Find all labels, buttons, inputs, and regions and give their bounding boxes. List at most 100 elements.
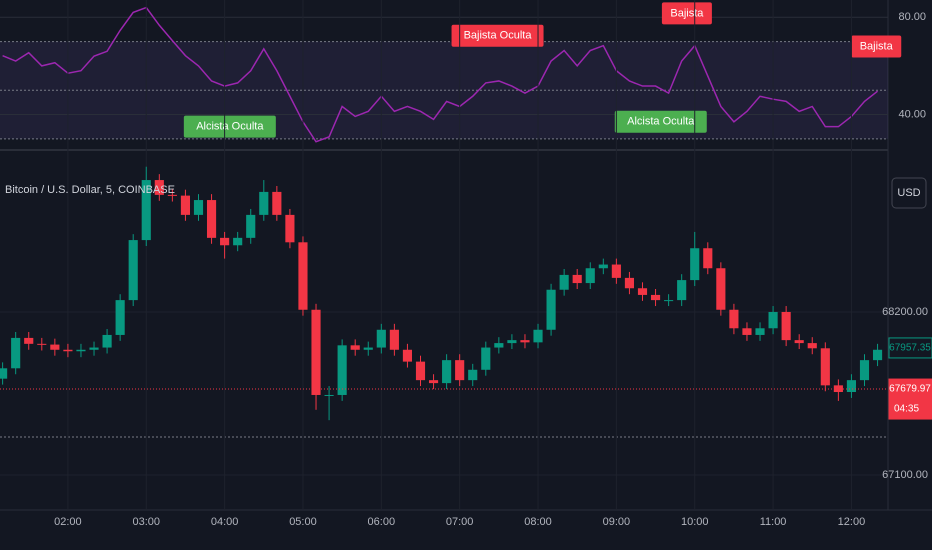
candle-body xyxy=(76,349,86,352)
candle-body xyxy=(220,237,230,246)
candle-body xyxy=(572,274,582,284)
price-label-box xyxy=(888,337,932,359)
x-tick-label: 11:00 xyxy=(760,516,787,528)
candle-body xyxy=(376,329,386,348)
candle-body xyxy=(11,337,21,369)
candle-body xyxy=(859,360,870,381)
candle-body xyxy=(285,214,295,243)
candle-body xyxy=(585,268,595,284)
candle-body xyxy=(350,345,360,350)
y-tick-label: 68200.00 xyxy=(882,306,928,318)
x-tick-label: 07:00 xyxy=(446,516,474,528)
candle-body xyxy=(311,309,321,395)
candle-body xyxy=(703,248,713,269)
divergence-label: Alcista Oculta xyxy=(627,116,695,128)
x-tick-label: 05:00 xyxy=(289,516,317,528)
candle-body xyxy=(115,300,125,335)
candle-body xyxy=(193,200,204,215)
candle-body xyxy=(24,337,34,344)
candle-body xyxy=(664,300,674,302)
currency-button-box[interactable] xyxy=(891,177,927,209)
candle-body xyxy=(481,347,491,370)
candle-body xyxy=(415,361,426,381)
candle-body xyxy=(337,345,347,395)
divergence-label-box xyxy=(661,2,712,25)
x-tick-label: 06:00 xyxy=(368,516,396,528)
candle-body xyxy=(206,200,217,238)
candle-body xyxy=(520,340,530,343)
candle-body xyxy=(494,343,504,348)
candle-body xyxy=(167,194,177,196)
candle-body xyxy=(50,344,60,350)
candle-body xyxy=(37,343,47,345)
candle-body xyxy=(468,369,478,381)
candle-body xyxy=(389,329,399,350)
candle-body xyxy=(755,328,765,335)
candle-body xyxy=(533,329,543,343)
candle-body xyxy=(677,280,687,301)
x-tick-label: 09:00 xyxy=(603,516,631,528)
countdown-label: 04:35 xyxy=(894,404,919,415)
candle-body xyxy=(180,195,191,215)
chart-title: Bitcoin / U.S. Dollar, 5, COINBASE xyxy=(5,184,175,196)
candle-body xyxy=(259,191,269,215)
candle-body xyxy=(559,274,569,290)
candle-body xyxy=(690,248,700,281)
candle-body xyxy=(624,277,635,289)
candle-body xyxy=(546,289,556,330)
rsi-line xyxy=(2,6,879,143)
candle-body xyxy=(272,191,282,215)
candle-body xyxy=(233,237,243,246)
candle-body xyxy=(298,242,308,310)
candle-body xyxy=(428,380,439,384)
candle-body xyxy=(141,180,151,241)
candle-body xyxy=(128,240,138,301)
x-tick-label: 03:00 xyxy=(132,516,160,528)
candle-body xyxy=(363,347,373,350)
divergence-label: Bajista Oculta xyxy=(464,30,533,42)
candle-body xyxy=(729,309,739,329)
x-tick-label: 12:00 xyxy=(838,516,866,528)
x-tick-label: 10:00 xyxy=(681,516,709,528)
candle-body xyxy=(716,268,726,310)
candle-body xyxy=(246,214,256,238)
x-tick-label: 02:00 xyxy=(54,516,82,528)
candle-body xyxy=(63,349,73,352)
candle-body xyxy=(794,340,804,344)
candle-body xyxy=(154,180,164,195)
candle-body xyxy=(455,360,465,381)
candle-body xyxy=(637,288,648,295)
divergence-label-box xyxy=(183,115,276,138)
y-tick-label: 40.00 xyxy=(898,108,926,120)
candle-body xyxy=(598,264,608,269)
divergence-label: Alcista Oculta xyxy=(196,121,264,133)
x-tick-label: 08:00 xyxy=(524,516,552,528)
candle-body xyxy=(442,360,452,384)
candle-body xyxy=(768,311,778,329)
candle-body xyxy=(846,380,857,393)
candle-body xyxy=(402,349,413,362)
candle-body xyxy=(807,343,817,349)
candle-body xyxy=(611,264,621,278)
candle-body xyxy=(89,347,99,350)
currency-button[interactable]: USD xyxy=(897,187,920,199)
divergence-label-box xyxy=(851,35,902,58)
candle-body xyxy=(0,368,8,379)
candle-body xyxy=(781,311,791,341)
candle-body xyxy=(872,349,883,361)
divergence-label: Bajista xyxy=(860,40,894,52)
divergence-label-box xyxy=(451,24,544,47)
price-label-box xyxy=(888,378,932,420)
y-tick-label: 80.00 xyxy=(898,11,926,23)
divergence-label-box xyxy=(614,110,707,133)
x-tick-label: 04:00 xyxy=(211,516,239,528)
price-label: 67679.97 xyxy=(889,384,931,395)
divergence-label: Bajista xyxy=(670,7,704,19)
candle-body xyxy=(742,328,752,335)
candle-body xyxy=(820,348,830,386)
candle-body xyxy=(102,334,112,348)
candle-body xyxy=(650,294,661,301)
candle-body xyxy=(833,385,843,393)
